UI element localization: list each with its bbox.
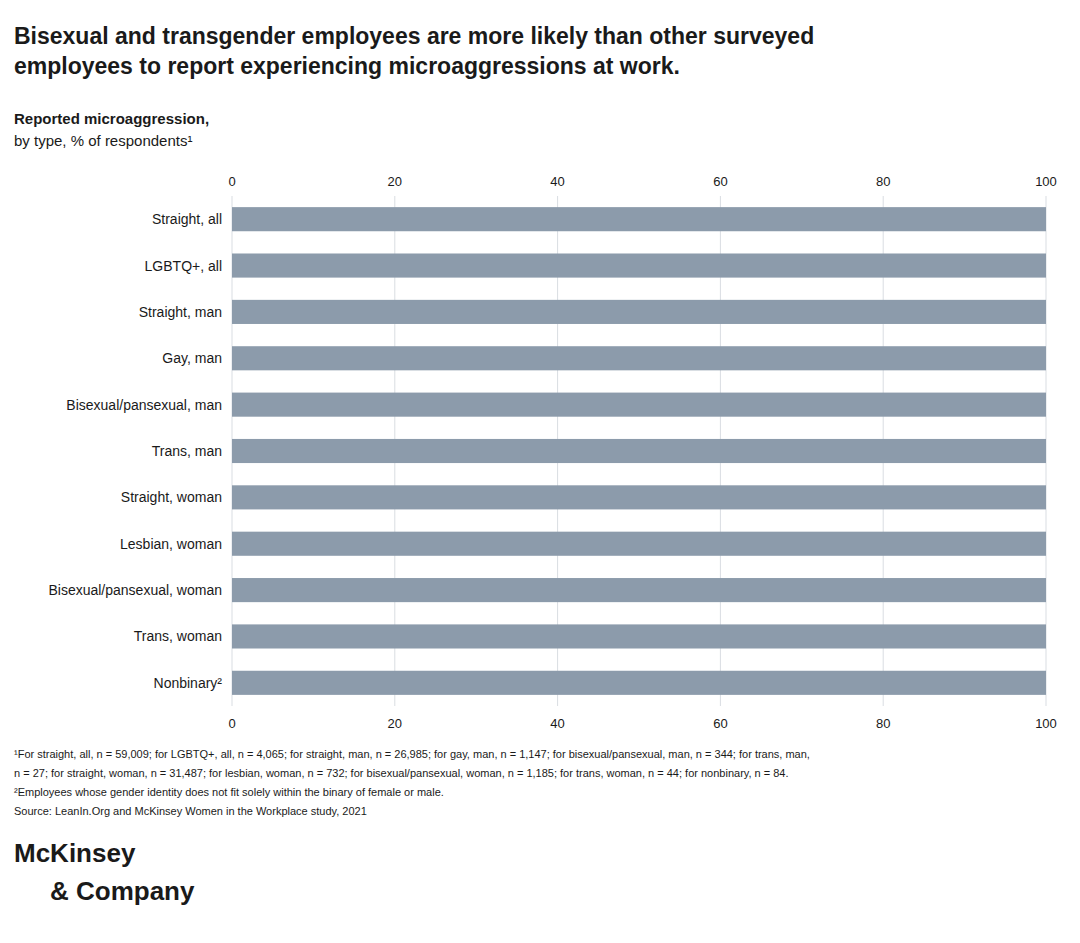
bar (232, 671, 1046, 695)
x-tick-label: 40 (550, 716, 564, 731)
x-tick-label: 60 (713, 716, 727, 731)
title: employees to report experiencing microag… (14, 53, 680, 79)
x-tick-label: 20 (388, 716, 402, 731)
bar (232, 624, 1046, 648)
x-tick-label: 0 (228, 716, 235, 731)
y-tick-label: LGBTQ+, all (145, 258, 222, 274)
bar (232, 253, 1046, 277)
subtitle: Reported microaggression, (14, 110, 209, 127)
y-tick-label: Straight, man (139, 304, 222, 320)
background (0, 0, 1080, 943)
x-tick-label: 0 (228, 174, 235, 189)
x-tick-label: 100 (1035, 174, 1057, 189)
bar (232, 300, 1046, 324)
y-tick-label: Bisexual/pansexual, woman (48, 582, 222, 598)
title: Bisexual and transgender employees are m… (14, 23, 814, 49)
brand: & Company (50, 876, 195, 906)
bar (232, 485, 1046, 509)
footnote: ²Employees whose gender identity does no… (14, 786, 444, 798)
x-tick-label: 80 (876, 174, 890, 189)
bar (232, 532, 1046, 556)
y-tick-label: Nonbinary² (154, 675, 223, 691)
bar (232, 207, 1046, 231)
y-tick-label: Trans, man (152, 443, 222, 459)
x-tick-label: 40 (550, 174, 564, 189)
x-tick-label: 100 (1035, 716, 1057, 731)
x-tick-label: 60 (713, 174, 727, 189)
brand: McKinsey (14, 838, 136, 868)
grid (232, 196, 1046, 706)
bar (232, 578, 1046, 602)
y-tick-label: Lesbian, woman (120, 536, 222, 552)
y-tick-label: Straight, woman (121, 489, 222, 505)
source: Source: LeanIn.Org and McKinsey Women in… (14, 805, 367, 817)
x-tick-label: 20 (388, 174, 402, 189)
bar (232, 439, 1046, 463)
subtitle: by type, % of respondents¹ (14, 132, 192, 149)
footnote: n = 27; for straight, woman, n = 31,487;… (14, 767, 789, 779)
chart: Bisexual and transgender employees are m… (0, 0, 1080, 943)
footnote: ¹For straight, all, n = 59,009; for LGBT… (14, 748, 810, 760)
y-tick-label: Trans, woman (134, 628, 222, 644)
bars (232, 207, 1046, 695)
y-tick-label: Straight, all (152, 211, 222, 227)
y-tick-label: Gay, man (162, 350, 222, 366)
bar (232, 393, 1046, 417)
bar (232, 346, 1046, 370)
y-tick-label: Bisexual/pansexual, man (66, 397, 222, 413)
x-tick-label: 80 (876, 716, 890, 731)
